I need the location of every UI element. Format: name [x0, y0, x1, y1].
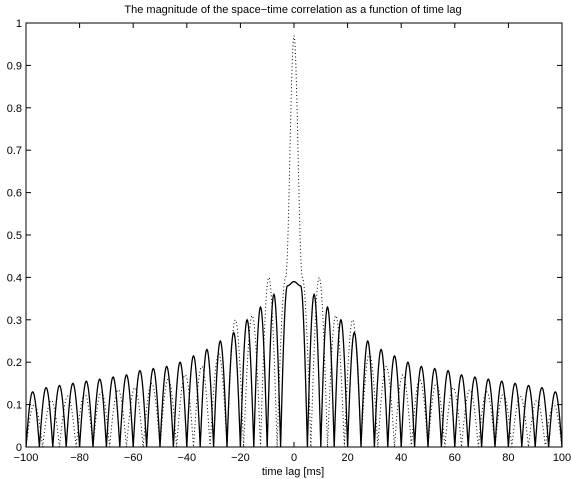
plot-area: [25, 22, 563, 448]
dotted-series-line: [25, 35, 563, 448]
y-tick-label: 1: [16, 18, 22, 30]
y-tick-label: 0.1: [7, 400, 22, 412]
x-axis: −100 −80 −60 −40 −20 0 20 40 60 80 100: [14, 23, 571, 464]
y-tick-label: 0.8: [7, 103, 22, 115]
y-tick-label: 0.3: [7, 315, 22, 327]
x-tick-label: 0: [291, 452, 297, 464]
x-tick-label: −20: [231, 452, 250, 464]
chart-title: The magnitude of the space−time correlat…: [124, 4, 461, 16]
y-axis: 0 0.1 0.2 0.3 0.4 0.5 0.6 0.7 0.8 0.9 1: [7, 18, 562, 454]
x-tick-label: 80: [502, 452, 514, 464]
x-tick-label: 60: [449, 452, 461, 464]
x-tick-label: 100: [553, 452, 571, 464]
y-tick-label: 0.7: [7, 145, 22, 157]
y-tick-label: 0.4: [7, 272, 22, 284]
x-tick-label: −60: [124, 452, 143, 464]
x-axis-label: time lag [ms]: [262, 466, 324, 478]
x-tick-label: −40: [177, 452, 196, 464]
y-tick-label: 0.5: [7, 230, 22, 242]
series-layer: [25, 35, 563, 448]
y-tick-label: 0.9: [7, 60, 22, 72]
x-tick-label: −100: [14, 452, 39, 464]
x-tick-label: 20: [341, 452, 353, 464]
y-tick-label: 0.6: [7, 188, 22, 200]
y-tick-label: 0.2: [7, 357, 22, 369]
solid-series-line: [25, 280, 563, 448]
x-tick-label: 40: [395, 452, 407, 464]
y-tick-label: 0: [16, 442, 22, 454]
x-tick-label: −80: [70, 452, 89, 464]
